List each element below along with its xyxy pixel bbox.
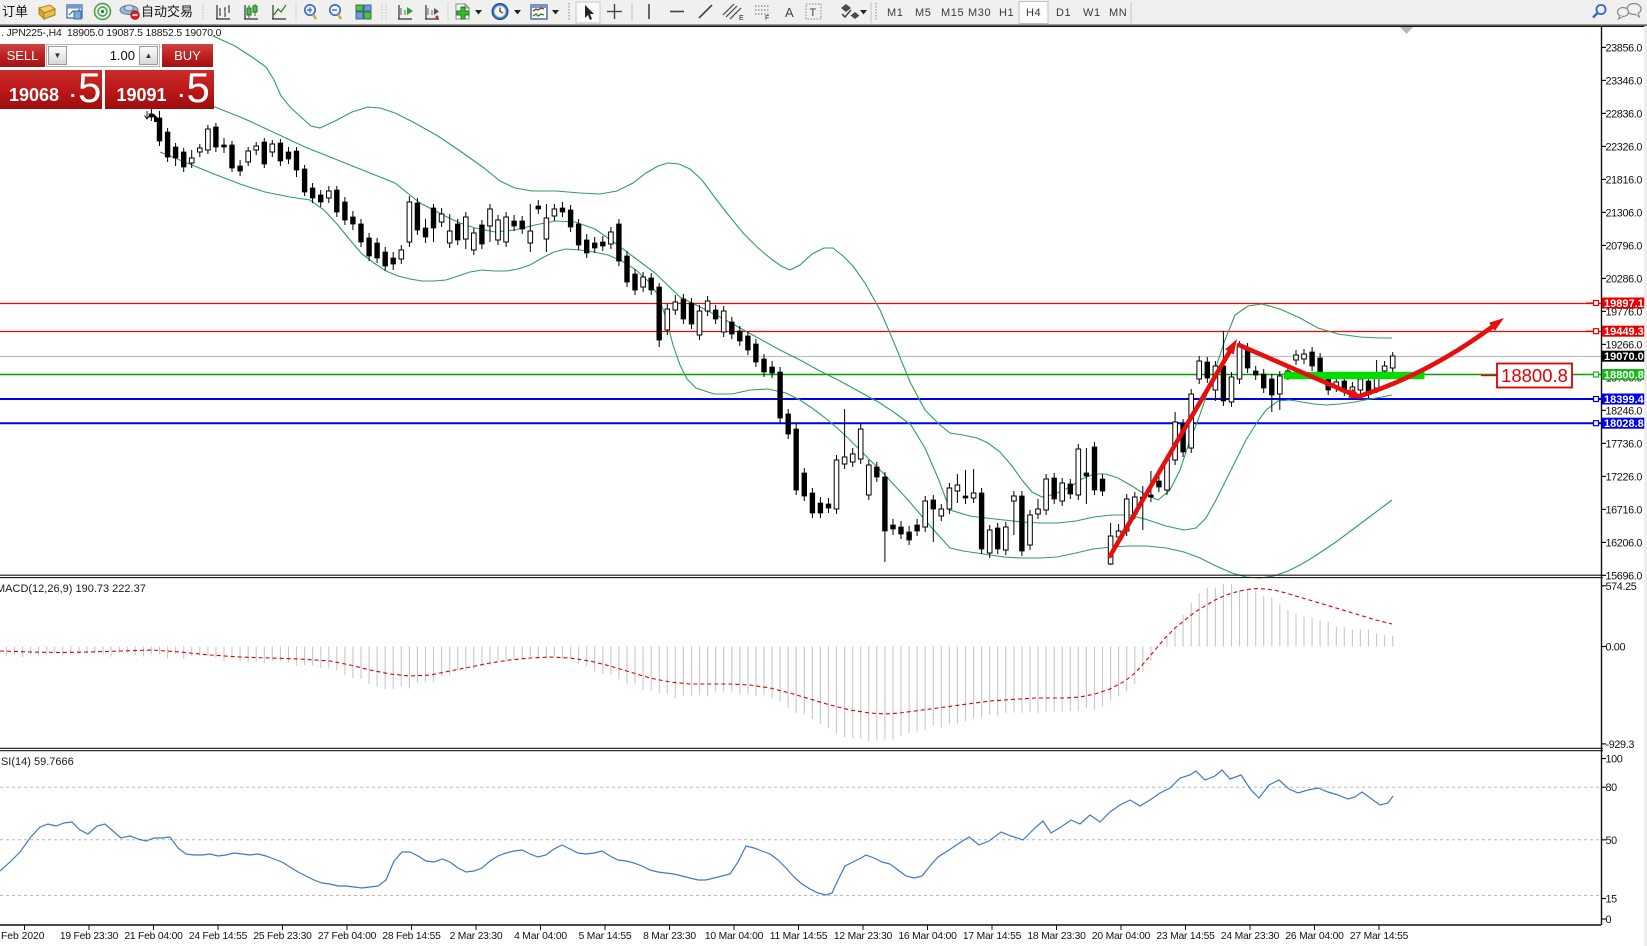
svg-text:20286.0: 20286.0	[1606, 273, 1643, 285]
svg-text:22836.0: 22836.0	[1606, 108, 1643, 120]
svg-text:Feb 2020: Feb 2020	[1, 931, 45, 942]
svg-text:17736.0: 17736.0	[1606, 438, 1643, 450]
svg-text:W1: W1	[1083, 7, 1101, 19]
svg-text:18399.4: 18399.4	[1604, 394, 1645, 406]
svg-text:T: T	[810, 7, 817, 19]
svg-text:-929.3: -929.3	[1606, 739, 1635, 751]
svg-text:100: 100	[1606, 754, 1623, 766]
svg-text:A: A	[785, 5, 794, 20]
svg-text:19897.1: 19897.1	[1604, 298, 1644, 310]
svg-text:18 Mar 23:30: 18 Mar 23:30	[1027, 931, 1086, 942]
svg-text:23 Mar 14:55: 23 Mar 14:55	[1156, 931, 1215, 942]
svg-text:12 Mar 23:30: 12 Mar 23:30	[834, 931, 893, 942]
svg-text:F: F	[765, 15, 769, 22]
svg-text:18246.0: 18246.0	[1606, 405, 1643, 417]
svg-text:27 Mar 14:55: 27 Mar 14:55	[1350, 931, 1409, 942]
svg-text:28 Feb 14:55: 28 Feb 14:55	[382, 931, 441, 942]
svg-text:20 Mar 04:00: 20 Mar 04:00	[1092, 931, 1151, 942]
svg-text:19776.0: 19776.0	[1606, 306, 1643, 318]
svg-text:MACD(12,26,9) 190.73 222.37: MACD(12,26,9) 190.73 222.37	[0, 583, 146, 595]
svg-text:19 Feb 23:30: 19 Feb 23:30	[60, 931, 119, 942]
svg-text:11 Mar 14:55: 11 Mar 14:55	[770, 931, 828, 942]
svg-text:16206.0: 16206.0	[1606, 537, 1643, 549]
svg-text:19266.0: 19266.0	[1606, 339, 1643, 351]
svg-text:M30: M30	[968, 7, 991, 19]
svg-text:D1: D1	[1056, 7, 1071, 19]
svg-text:E: E	[739, 15, 744, 22]
svg-text:M15: M15	[941, 7, 964, 19]
svg-text:21816.0: 21816.0	[1606, 174, 1643, 186]
svg-text:自动交易: 自动交易	[141, 4, 193, 19]
svg-text:24 Feb 14:55: 24 Feb 14:55	[189, 931, 248, 942]
svg-text:50: 50	[1606, 835, 1618, 847]
svg-text:21306.0: 21306.0	[1606, 207, 1643, 219]
svg-text:24 Mar 23:30: 24 Mar 23:30	[1221, 931, 1280, 942]
svg-text:26 Mar 04:00: 26 Mar 04:00	[1285, 931, 1344, 942]
svg-text:80: 80	[1606, 782, 1618, 794]
svg-text:订单: 订单	[2, 4, 28, 19]
svg-text:19070.0: 19070.0	[1604, 351, 1644, 363]
svg-text:17226.0: 17226.0	[1606, 471, 1643, 483]
svg-text:15696.0: 15696.0	[1606, 570, 1643, 582]
svg-text:16 Mar 04:00: 16 Mar 04:00	[898, 931, 957, 942]
svg-text:0: 0	[1606, 914, 1612, 926]
svg-text:18028.8: 18028.8	[1604, 418, 1644, 430]
svg-text:15: 15	[1606, 894, 1618, 906]
svg-text:19449.3: 19449.3	[1604, 326, 1644, 338]
svg-text:M1: M1	[887, 7, 903, 19]
svg-text:574.25: 574.25	[1606, 581, 1637, 593]
svg-text:23856.0: 23856.0	[1606, 42, 1643, 54]
svg-text:17 Mar 14:55: 17 Mar 14:55	[963, 931, 1022, 942]
svg-text:H1: H1	[999, 7, 1014, 19]
svg-text:8 Mar 23:30: 8 Mar 23:30	[643, 931, 696, 942]
svg-text:5 Mar 14:55: 5 Mar 14:55	[579, 931, 632, 942]
svg-text:25 Feb 23:30: 25 Feb 23:30	[253, 931, 312, 942]
svg-text:18800.8: 18800.8	[1501, 365, 1568, 386]
svg-text:16716.0: 16716.0	[1606, 504, 1643, 516]
svg-text:27 Feb 04:00: 27 Feb 04:00	[318, 931, 377, 942]
svg-text:4 Mar 04:00: 4 Mar 04:00	[514, 931, 567, 942]
svg-text:0.00: 0.00	[1606, 642, 1626, 654]
svg-text:2 Mar 23:30: 2 Mar 23:30	[450, 931, 503, 942]
svg-text:23346.0: 23346.0	[1606, 75, 1643, 87]
svg-text:20796.0: 20796.0	[1606, 240, 1643, 252]
svg-text:M5: M5	[915, 7, 931, 19]
svg-text:21 Feb 04:00: 21 Feb 04:00	[124, 931, 183, 942]
svg-text:10 Mar 04:00: 10 Mar 04:00	[705, 931, 764, 942]
svg-text:MN: MN	[1109, 7, 1127, 19]
svg-text:RSI(14) 59.7666: RSI(14) 59.7666	[0, 756, 74, 768]
svg-text:22326.0: 22326.0	[1606, 141, 1643, 153]
svg-text:H4: H4	[1026, 7, 1041, 19]
svg-text:18800.8: 18800.8	[1604, 370, 1644, 382]
